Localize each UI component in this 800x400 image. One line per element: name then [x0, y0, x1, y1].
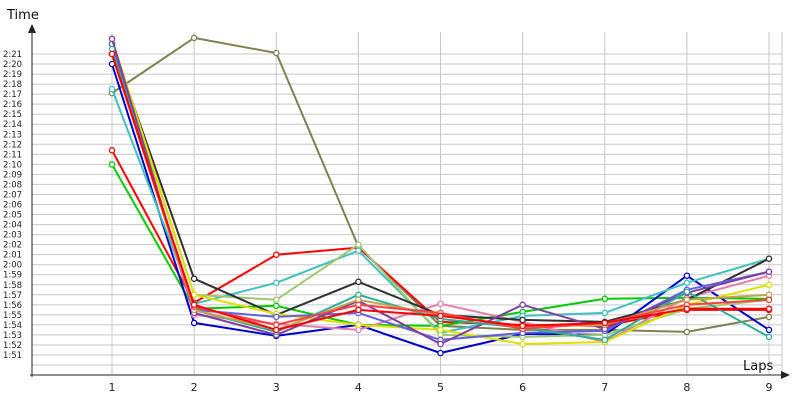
y-tick-label: 2:15: [3, 110, 22, 120]
data-point: [437, 340, 444, 348]
data-point: [683, 279, 691, 287]
y-tick-label: 1:59: [3, 271, 22, 281]
data-point: [683, 305, 691, 313]
y-tick-label: 1:54: [3, 321, 22, 331]
y-tick-label: 2:05: [3, 211, 22, 221]
grid-lines: [32, 32, 783, 375]
y-tick-label: 2:18: [3, 80, 22, 90]
x-tick-labels: 1 2 3 4 5 6 7 8 9: [109, 381, 773, 394]
data-point: [519, 322, 526, 330]
data-point: [765, 255, 773, 262]
y-tick-label: 1:55: [3, 311, 22, 321]
x-tick-label: 9: [766, 381, 773, 394]
data-point: [190, 319, 198, 327]
data-point: [683, 328, 691, 336]
data-point: [765, 333, 773, 341]
y-tick-labels: 1:511:521:531:541:551:561:571:581:592:00…: [3, 50, 22, 361]
data-point: [108, 35, 116, 43]
axes: [28, 24, 790, 379]
data-point: [273, 49, 280, 57]
y-axis-arrow: [28, 24, 36, 33]
data-point: [765, 313, 773, 321]
data-point: [273, 302, 280, 310]
data-point: [355, 278, 362, 286]
x-axis-arrow: [781, 371, 790, 379]
data-point: [190, 301, 198, 309]
y-tick-label: 1:57: [3, 291, 22, 301]
y-tick-label: 1:52: [3, 341, 22, 351]
data-point: [273, 326, 280, 334]
y-tick-label: 2:13: [3, 130, 22, 140]
series-15: [108, 50, 773, 334]
y-tick-label: 2:00: [3, 261, 22, 271]
x-tick-label: 1: [109, 381, 116, 394]
x-tick-label: 7: [601, 381, 608, 394]
x-tick-label: 3: [273, 381, 280, 394]
data-point: [190, 34, 198, 42]
y-tick-label: 2:19: [3, 70, 22, 80]
y-axis-title: Time: [6, 8, 39, 23]
y-tick-label: 2:12: [3, 140, 22, 150]
data-point: [273, 313, 280, 321]
x-tick-label: 4: [355, 381, 362, 394]
data-point: [765, 281, 773, 289]
data-point: [273, 296, 280, 304]
data-point: [108, 50, 116, 58]
y-tick-label: 1:51: [3, 351, 22, 361]
data-point: [601, 309, 609, 317]
x-tick-label: 8: [683, 381, 690, 394]
data-point: [108, 85, 116, 93]
data-point: [765, 326, 773, 334]
y-tick-label: 1:56: [3, 301, 22, 311]
y-tick-label: 2:07: [3, 190, 22, 200]
data-point: [355, 247, 362, 254]
y-tick-label: 2:21: [3, 50, 22, 60]
data-point: [765, 296, 773, 304]
data-point: [273, 251, 280, 258]
data-point: [108, 147, 116, 154]
y-tick-label: 2:10: [3, 160, 22, 170]
y-tick-label: 2:17: [3, 90, 22, 100]
data-point: [519, 301, 526, 309]
data-point: [437, 300, 444, 308]
y-tick-label: 2:01: [3, 251, 22, 261]
data-point: [355, 321, 362, 329]
data-point: [437, 312, 444, 320]
y-tick-label: 2:09: [3, 170, 22, 180]
y-tick-label: 1:53: [3, 331, 22, 341]
data-point: [765, 305, 773, 313]
y-tick-label: 1:58: [3, 281, 22, 291]
y-tick-label: 2:11: [3, 150, 22, 160]
x-axis-title: Laps: [743, 359, 773, 374]
data-point: [765, 268, 773, 275]
y-tick-label: 2:03: [3, 231, 22, 241]
series-lines: [108, 34, 773, 357]
data-point: [437, 326, 444, 334]
data-point: [108, 161, 116, 168]
data-point: [683, 272, 691, 279]
y-tick-label: 2:20: [3, 60, 22, 70]
y-tick-label: 2:08: [3, 180, 22, 190]
y-tick-label: 2:04: [3, 221, 22, 231]
x-tick-label: 6: [519, 381, 526, 394]
data-point: [437, 349, 444, 357]
data-point: [355, 306, 362, 314]
data-point: [601, 295, 609, 303]
data-point: [519, 340, 526, 348]
y-tick-label: 2:14: [3, 120, 22, 130]
data-point: [601, 319, 609, 327]
data-point: [519, 316, 526, 324]
data-point: [190, 275, 198, 282]
data-point: [601, 336, 609, 344]
data-point: [355, 241, 362, 248]
x-tick-label: 5: [437, 381, 444, 394]
x-tick-label: 2: [191, 381, 198, 394]
data-point: [273, 279, 280, 287]
y-tick-label: 2:16: [3, 100, 22, 110]
data-point: [683, 288, 691, 296]
y-tick-label: 2:02: [3, 241, 22, 251]
data-point: [355, 301, 362, 309]
y-tick-label: 2:06: [3, 201, 22, 211]
